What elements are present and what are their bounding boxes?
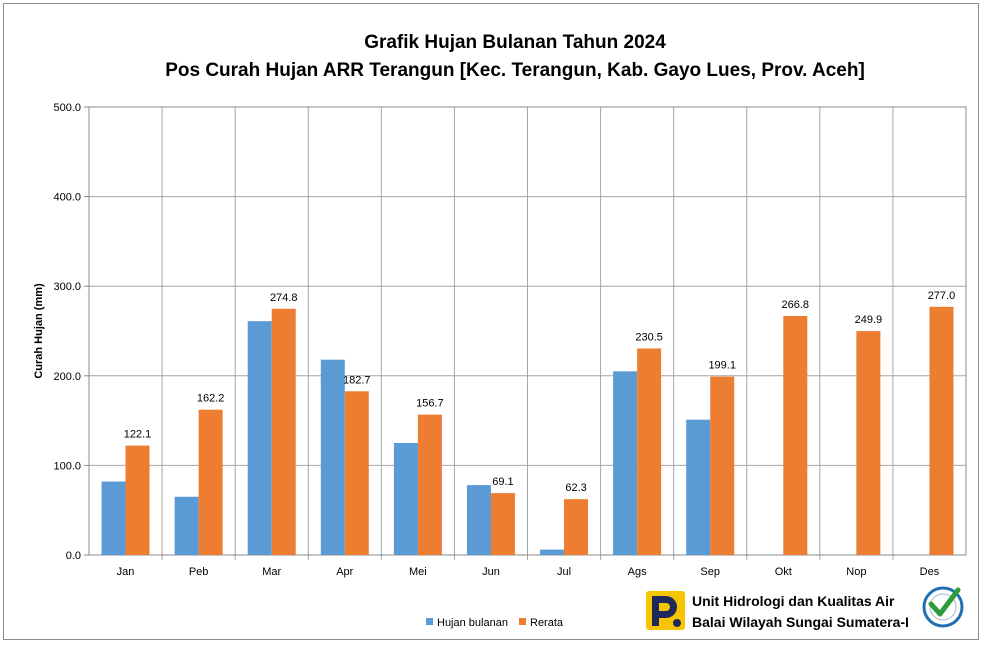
bar-rerata [637, 348, 662, 555]
data-label: 162.2 [197, 393, 225, 405]
x-tick-label: Nop [846, 566, 866, 578]
data-label: 182.7 [343, 374, 371, 386]
bar-hujan-bulanan [247, 321, 272, 555]
bar-rerata [271, 308, 296, 555]
bar-rerata [564, 499, 589, 555]
data-label: 62.3 [565, 482, 586, 494]
y-tick-label: 0.0 [66, 550, 81, 562]
bars [101, 306, 954, 555]
data-label: 249.9 [855, 314, 883, 326]
bar-rerata [125, 445, 150, 555]
data-label: 230.5 [635, 331, 663, 343]
y-tick-label: 300.0 [53, 281, 81, 293]
plot-area [88, 106, 967, 556]
bar-rerata [856, 331, 881, 555]
x-axis-ticks: Jan Peb Mar Apr Mei Jun Jul Ags Sep Okt Nop Des [117, 566, 940, 578]
bar-rerata [710, 376, 735, 555]
legend-label-hujan-bulanan: Hujan bulanan [437, 617, 508, 629]
data-label: 266.8 [782, 299, 810, 311]
bar-rerata [490, 493, 515, 555]
data-labels: 122.1 162.2 274.8 182.7 156.7 69.1 62.3 230.5 19… [124, 290, 955, 494]
bar-hujan-bulanan [466, 485, 491, 555]
data-label: 156.7 [416, 398, 444, 410]
bar-hujan-bulanan [101, 481, 126, 555]
bar-hujan-bulanan [540, 549, 565, 555]
y-tick-label: 400.0 [53, 192, 81, 204]
bar-hujan-bulanan [686, 419, 711, 555]
legend-label-rerata: Rerata [530, 617, 564, 629]
data-label: 199.1 [708, 360, 736, 372]
chart-title: Grafik Hujan Bulanan Tahun 2024 [364, 32, 666, 53]
data-label: 122.1 [124, 429, 152, 441]
pu-logo-icon [646, 591, 685, 630]
bar-rerata [344, 391, 369, 555]
bar-rerata [417, 414, 442, 555]
x-tick-label: Jun [482, 566, 500, 578]
x-tick-label: Apr [336, 566, 353, 578]
x-tick-label: Jan [117, 566, 135, 578]
y-tick-label: 100.0 [53, 460, 81, 472]
bar-rerata [198, 409, 223, 555]
data-label: 277.0 [928, 290, 956, 302]
data-label: 274.8 [270, 292, 298, 304]
unit-name-line1: Unit Hidrologi dan Kualitas Air [692, 593, 895, 609]
x-tick-label: Sep [700, 566, 720, 578]
unit-name-line2: Balai Wilayah Sungai Sumatera-I [692, 614, 909, 630]
y-tick-label: 200.0 [53, 371, 81, 383]
bar-rerata [783, 315, 808, 555]
y-axis-title: Curah Hujan (mm) [33, 283, 45, 379]
x-tick-label: Peb [189, 566, 209, 578]
bar-rerata [929, 306, 954, 555]
data-label: 69.1 [492, 476, 513, 488]
legend-swatch-rerata [519, 618, 526, 625]
bar-hujan-bulanan [174, 496, 199, 555]
legend: Hujan bulanan Rerata [426, 617, 564, 629]
x-tick-label: Ags [628, 566, 647, 578]
y-axis-ticks: 0.0 100.0 200.0 300.0 400.0 500.0 [53, 102, 89, 562]
chart-subtitle: Pos Curah Hujan ARR Terangun [Kec. Teran… [165, 60, 865, 81]
x-tick-label: Okt [775, 566, 792, 578]
certified-badge-icon [922, 586, 964, 628]
y-tick-label: 500.0 [53, 102, 81, 114]
bar-hujan-bulanan [613, 371, 638, 555]
bar-hujan-bulanan [393, 443, 418, 555]
x-tick-label: Des [920, 566, 940, 578]
x-tick-label: Mar [262, 566, 281, 578]
x-tick-label: Jul [557, 566, 571, 578]
legend-swatch-hujan-bulanan [426, 618, 433, 625]
x-tick-label: Mei [409, 566, 427, 578]
bar-hujan-bulanan [320, 359, 345, 555]
